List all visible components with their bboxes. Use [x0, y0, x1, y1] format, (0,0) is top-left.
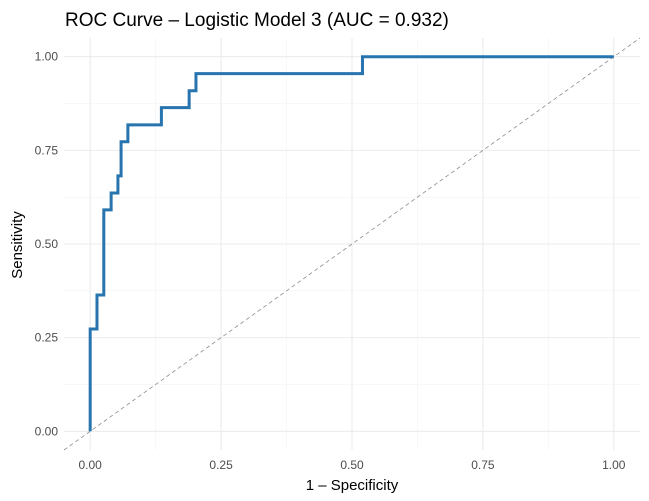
plot-series	[63, 37, 641, 451]
x-tick-label: 1.00	[602, 458, 626, 472]
x-axis-ticks: 0.00 0.25 0.50 0.75 1.00	[79, 458, 626, 472]
y-tick-label: 0.75	[35, 143, 59, 157]
reference-diagonal-line	[63, 37, 641, 451]
y-tick-label: 0.50	[35, 237, 59, 251]
x-tick-label: 0.75	[471, 458, 495, 472]
y-tick-label: 1.00	[35, 50, 59, 64]
x-axis-title: 1 – Specificity	[306, 477, 399, 494]
x-tick-label: 0.00	[79, 458, 103, 472]
y-tick-label: 0.25	[35, 331, 59, 345]
roc-curve-line	[88, 55, 614, 432]
x-tick-label: 0.25	[209, 458, 233, 472]
y-axis-title: Sensitivity	[9, 211, 26, 279]
y-tick-label: 0.00	[35, 424, 59, 438]
plot-grid	[64, 38, 640, 450]
y-axis-ticks: 0.00 0.25 0.50 0.75 1.00	[35, 50, 59, 439]
chart-title: ROC Curve – Logistic Model 3 (AUC = 0.93…	[65, 10, 449, 31]
x-tick-label: 0.50	[340, 458, 364, 472]
